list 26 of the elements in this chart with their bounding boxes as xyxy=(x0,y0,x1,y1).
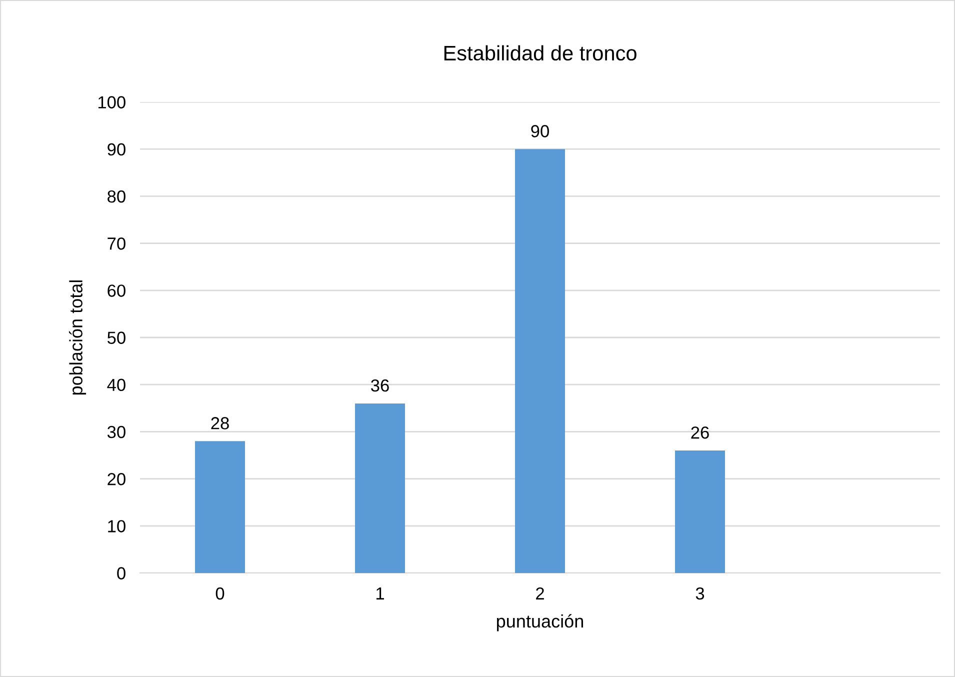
x-tick-label: 3 xyxy=(696,587,704,600)
y-tick-label: 100 xyxy=(98,96,126,108)
x-tick-label: 1 xyxy=(376,588,384,600)
y-tick-label: 70 xyxy=(108,237,126,250)
data-label: 28 xyxy=(211,417,229,430)
bar xyxy=(675,450,725,573)
y-tick-label: 20 xyxy=(108,472,126,486)
y-tick-label: 0 xyxy=(117,567,126,580)
x-tick-label: 0 xyxy=(216,587,224,600)
y-tick-label: 40 xyxy=(107,378,126,392)
x-axis-title: puntuación xyxy=(496,614,584,632)
bar xyxy=(515,149,565,573)
data-label: 26 xyxy=(691,426,709,439)
y-tick-label: 30 xyxy=(107,426,126,438)
bar xyxy=(195,441,245,573)
data-label: 36 xyxy=(371,379,389,392)
y-tick-label: 80 xyxy=(108,190,126,203)
data-label: 90 xyxy=(531,125,549,138)
y-tick-label: 10 xyxy=(108,520,126,532)
bar xyxy=(355,403,405,573)
y-axis-title: población total xyxy=(68,280,86,395)
y-tick-label: 50 xyxy=(107,332,126,344)
x-tick-label: 2 xyxy=(536,587,544,600)
y-tick-label: 90 xyxy=(108,143,126,156)
chart-title: Estabilidad de tronco xyxy=(444,45,636,61)
y-tick-label: 60 xyxy=(108,284,126,297)
